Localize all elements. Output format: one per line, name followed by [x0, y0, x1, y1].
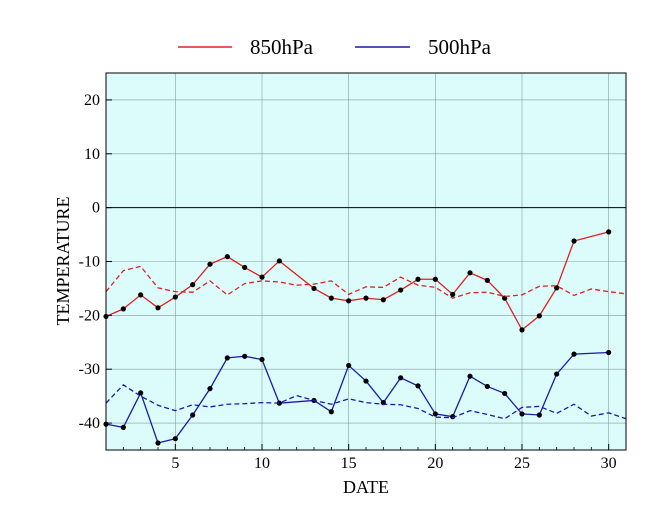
x-axis-title: DATE [343, 477, 389, 497]
series-500hpa-line [105, 351, 609, 444]
series-850hpa-point [363, 295, 369, 301]
series-500hpa-point [172, 436, 178, 442]
series-850hpa-point [571, 238, 577, 244]
series-850hpa-point [606, 229, 612, 235]
tick-labels: 5 10 15 20 25 30 -40 -30 -20 -10 0 10 20 [79, 92, 627, 472]
series-850hpa-point [415, 276, 421, 282]
series-850hpa-point [328, 295, 334, 301]
series-500hpa-point [415, 383, 421, 389]
series-500hpa-point [519, 411, 525, 417]
series-500hpa-point [450, 414, 456, 420]
x-tick-label: 25 [514, 455, 530, 472]
series-850hpa-point [484, 277, 490, 283]
series-500hpa-point [363, 378, 369, 384]
series-500hpa-point [259, 356, 265, 363]
series-500hpa-point [276, 400, 282, 406]
series-850hpa-point [536, 313, 542, 319]
x-tick-label: 10 [254, 455, 270, 472]
series-500hpa-point [536, 412, 542, 418]
series-500hpa-point [190, 412, 196, 418]
series-850hpa-line [105, 231, 609, 331]
series-850hpa-point [242, 264, 248, 271]
series-climatology-2-dashed-line [105, 265, 627, 299]
series-500hpa-point [467, 373, 473, 379]
series-500hpa-point [242, 353, 248, 359]
series-850hpa-point [519, 327, 525, 333]
series-850hpa-point [346, 298, 352, 304]
series-850hpa-point [138, 292, 144, 298]
y-tick-label: 10 [84, 146, 100, 163]
y-tick-label: -40 [79, 415, 100, 432]
series-500hpa-point [346, 362, 352, 369]
series-500hpa-point [224, 355, 230, 361]
series-850hpa-point [155, 305, 161, 311]
series-850hpa-point [172, 294, 178, 300]
series-850hpa-point [450, 291, 456, 297]
series-500hpa-point [398, 375, 404, 381]
x-tick-label: 20 [427, 455, 443, 472]
legend: 850hPa 500hPa [178, 35, 492, 59]
series-850hpa-point [554, 285, 560, 291]
legend-label-850hpa: 850hPa [250, 35, 314, 59]
y-tick-label: -10 [79, 254, 100, 271]
series-850hpa-point [380, 297, 386, 303]
y-tick-label: -20 [79, 307, 100, 324]
x-tick-label: 15 [341, 455, 357, 472]
series-500hpa-point [502, 390, 508, 397]
series-500hpa-point [328, 409, 334, 415]
series-850hpa-point [190, 282, 196, 288]
series-500hpa-point [155, 440, 161, 446]
series-850hpa-point [432, 276, 438, 282]
x-tick-label: 30 [601, 455, 617, 472]
series-500hpa-point [554, 371, 560, 377]
y-tick-label: 0 [92, 200, 100, 217]
series-500hpa-point [484, 383, 490, 390]
series-850hpa-point [276, 258, 282, 264]
series-850hpa-point [120, 306, 126, 312]
series-500hpa-point [432, 411, 438, 417]
series-850hpa-point [207, 261, 213, 267]
legend-label-500hpa: 500hPa [428, 35, 492, 59]
series-850hpa-point [259, 274, 265, 280]
y-tick-label: -30 [79, 361, 100, 378]
y-tick-label: 20 [84, 92, 100, 109]
x-tick-label: 5 [171, 455, 179, 472]
series-500hpa-point [571, 351, 577, 357]
series-500hpa-point [207, 386, 213, 392]
y-axis-title: TEMPERATURE [53, 196, 73, 325]
series-850hpa-point [467, 270, 473, 276]
series-500hpa-point [606, 349, 612, 356]
series-850hpa-point [398, 287, 404, 293]
series-layer [103, 229, 627, 446]
series-850hpa-point [311, 285, 317, 292]
series-850hpa-point [224, 254, 230, 260]
series-500hpa-point [138, 390, 144, 396]
series-500hpa-point [120, 424, 126, 430]
